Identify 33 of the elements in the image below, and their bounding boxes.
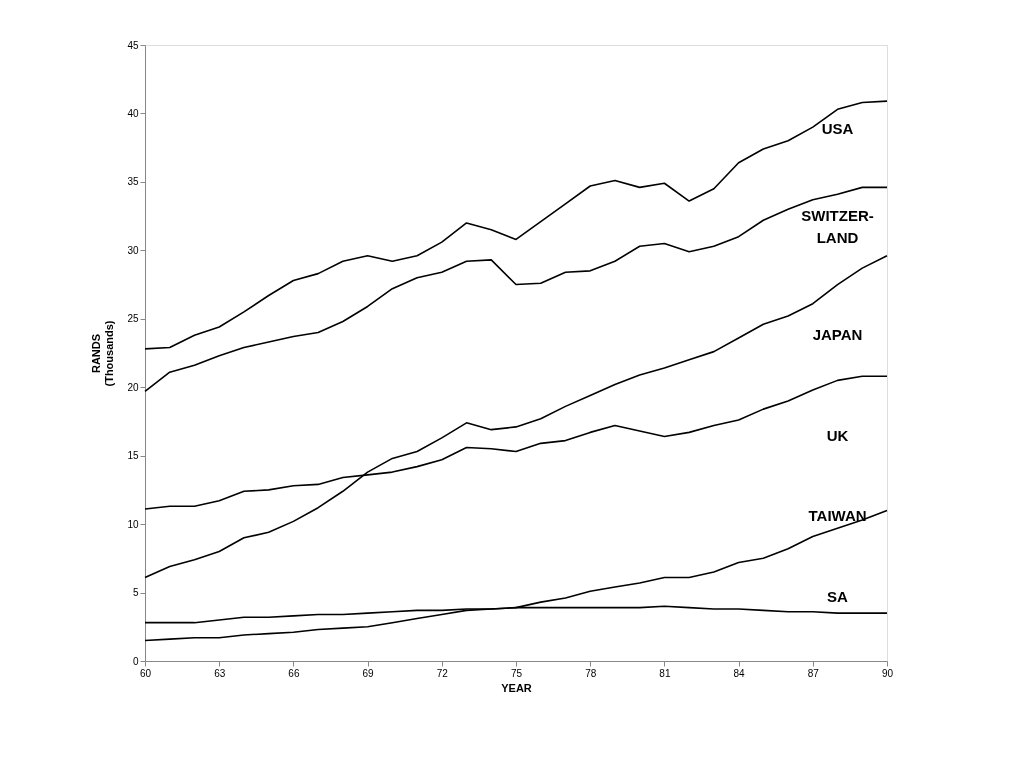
x-tick-label: 84	[733, 667, 746, 679]
x-tick-label: 72	[436, 667, 449, 679]
y-axis-title: RANDS (Thousands)	[90, 320, 116, 387]
x-tick-label: 63	[214, 667, 226, 679]
y-tick-label: 30	[127, 244, 139, 256]
x-axis-title: YEAR	[501, 681, 532, 694]
y-tick-label: 15	[127, 450, 139, 462]
series-label: USA	[821, 120, 854, 138]
x-tick-label: 78	[585, 667, 597, 679]
y-tick-label: 10	[127, 518, 139, 530]
y-tick-label: 25	[127, 313, 139, 325]
x-tick-label: 60	[139, 667, 152, 679]
line-series	[144, 186, 888, 393]
series-label: SWITZER- LAND	[801, 207, 874, 247]
x-tick-label: 81	[659, 667, 671, 679]
y-tick-label: 5	[132, 587, 139, 599]
x-tick-label: 66	[288, 667, 300, 679]
series-label: JAPAN	[812, 325, 863, 343]
y-tick-label: 45	[127, 39, 139, 51]
line-series	[144, 509, 888, 642]
x-tick-label: 90	[881, 667, 894, 679]
y-tick-label: 20	[127, 381, 139, 393]
text: UK	[826, 427, 849, 445]
series-label: SA	[827, 588, 849, 606]
x-tick-label: 87	[807, 667, 820, 679]
y-tick-label: 0	[132, 655, 139, 667]
x-tick-label: 75	[510, 667, 523, 679]
line-series	[144, 100, 888, 350]
series-label: TAIWAN	[808, 507, 867, 525]
line-series	[144, 255, 888, 579]
y-tick-label: 35	[127, 176, 139, 188]
x-tick-label: 69	[362, 667, 375, 679]
y-tick-label: 40	[127, 107, 139, 119]
